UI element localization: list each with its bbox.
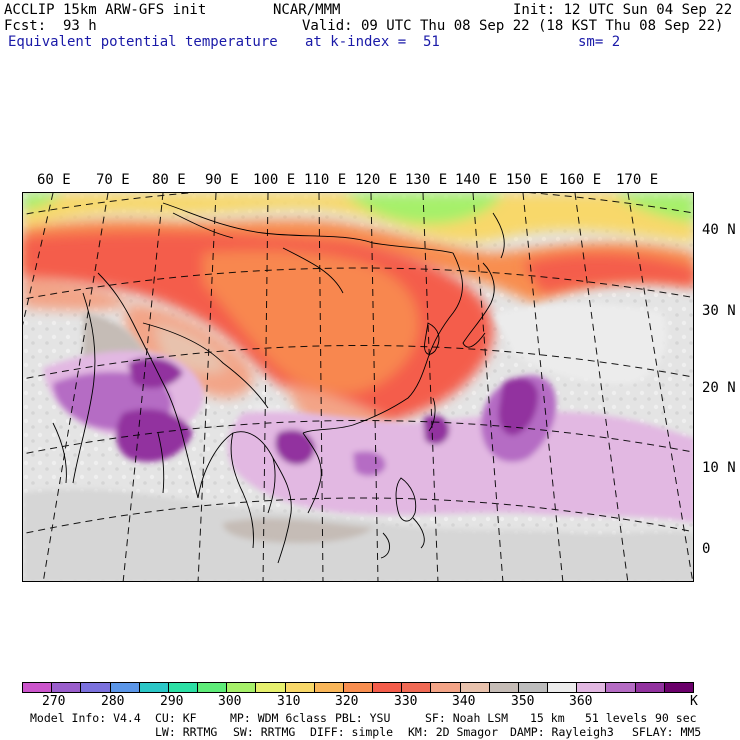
colorbar-label: 350 [511,694,535,709]
init-time: Init: 12 UTC Sun 04 Sep 22 [513,2,733,18]
lon-label: 150 E [506,172,549,188]
colorbar-label: 360 [569,694,593,709]
forecast-hour: 93 h [63,18,97,34]
lon-label: 170 E [616,172,659,188]
model-title: ACCLIP 15km ARW-GFS init [4,2,207,18]
colorbar-unit: K [690,694,698,709]
model-info: Model Info: V4.4 [30,711,141,725]
resolution-info: 15 km [530,711,565,725]
km-info: KM: 2D Smagor [408,725,499,739]
cu-info: CU: KF [155,711,197,725]
colorbar-label: 290 [160,694,184,709]
colorbar-swatch [110,683,140,692]
lon-label: 130 E [405,172,448,188]
colorbar-swatch [402,683,432,692]
timestep-info: 90 sec [655,711,697,725]
colorbar-swatch [256,683,286,692]
colorbar-swatch [606,683,636,692]
lon-label: 90 E [205,172,239,188]
diff-info: DIFF: simple [310,725,394,739]
lon-label: 140 E [455,172,498,188]
damp-info: DAMP: Rayleigh3 [510,725,614,739]
colorbar-swatch [460,683,490,692]
colorbar-swatch [314,683,344,692]
map-panel [22,192,694,582]
levels-info: 51 levels [585,711,648,725]
smoothing-info: sm= 2 [578,34,621,50]
colorbar-swatch [664,683,693,692]
colorbar-label: 270 [42,694,66,709]
lon-label: 120 E [355,172,398,188]
colorbar-label: 280 [101,694,125,709]
colorbar-swatch [198,683,228,692]
lon-label: 60 E [37,172,71,188]
sflay-info: SFLAY: MM5 [632,725,702,739]
colorbar-swatch [139,683,169,692]
colorbar-swatch [373,683,403,692]
colorbar-swatch [23,683,53,692]
lon-label: 80 E [152,172,186,188]
lon-label: 110 E [304,172,347,188]
forecast-label: Fcst: [4,18,47,34]
theta-e-field [23,193,693,581]
lat-label: 40 N [702,222,736,238]
lat-label: 30 N [702,303,736,319]
lat-label: 10 N [702,460,736,476]
valid-time: Valid: 09 UTC Thu 08 Sep 22 (18 KST Thu … [302,18,724,34]
coastline [52,202,505,564]
field-name: Equivalent potential temperature [8,34,278,50]
colorbar-label: 320 [335,694,359,709]
colorbar-swatch [285,683,315,692]
colorbar-swatch [343,683,374,692]
colorbar-swatch [548,683,578,692]
lat-label: 20 N [702,380,736,396]
colorbar-swatch [635,683,665,692]
colorbar-label: 330 [394,694,418,709]
lon-label: 100 E [253,172,296,188]
lon-label: 160 E [559,172,602,188]
lon-label: 70 E [96,172,130,188]
org-label: NCAR/MMM [273,2,341,18]
colorbar-swatch [168,683,199,692]
colorbar-swatch [227,683,257,692]
colorbar-swatch [81,683,111,692]
sf-info: SF: Noah LSM [425,711,509,725]
colorbar-swatch [489,683,519,692]
colorbar-label: 310 [277,694,301,709]
mp-info: MP: WDM 6class [230,711,327,725]
pbl-info: PBL: YSU [335,711,391,725]
level-info: at k-index = 51 [305,34,440,50]
colorbar-swatch [52,683,82,692]
lat-label: 0 [702,541,711,557]
colorbar-label: 340 [452,694,476,709]
colorbar [22,682,694,693]
colorbar-swatch [518,683,549,692]
colorbar-swatch [431,683,461,692]
colorbar-swatch [577,683,607,692]
colorbar-label: 300 [218,694,242,709]
lw-info: LW: RRTMG [155,725,218,739]
sw-info: SW: RRTMG [233,725,296,739]
